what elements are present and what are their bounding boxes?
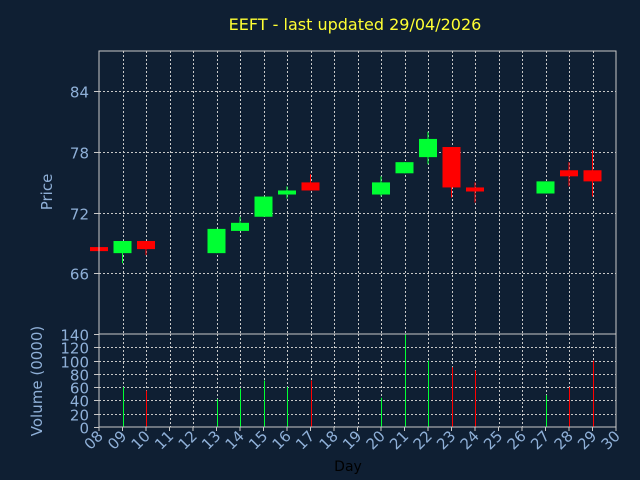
volume-tick-label: 140 — [60, 327, 89, 345]
x-axis-label: Day — [334, 459, 362, 475]
price-tick-label: 66 — [70, 266, 89, 284]
x-tick-label: 14 — [222, 427, 248, 453]
candle-body — [254, 196, 273, 217]
candle — [231, 216, 249, 231]
x-tick-label: 16 — [269, 427, 295, 453]
x-tick-label: 27 — [527, 427, 553, 453]
price-tick-label: 84 — [70, 84, 89, 102]
x-tick-label: 15 — [245, 427, 271, 453]
candle-body — [278, 190, 296, 195]
candle-body — [466, 187, 484, 192]
candle — [113, 241, 132, 264]
x-tick-label: 29 — [574, 427, 600, 453]
x-ticks: 0809101112131415161718192021222324252627… — [81, 427, 624, 453]
candle — [419, 131, 437, 165]
volume-tick-label: 40 — [70, 393, 89, 411]
candle-body — [536, 181, 555, 194]
volume-tick-label: 80 — [70, 367, 89, 385]
candle-body — [231, 222, 249, 231]
volume-tick-label: 20 — [70, 407, 89, 425]
candle — [395, 162, 414, 174]
x-tick-label: 17 — [292, 427, 318, 453]
x-tick-label: 11 — [151, 427, 177, 453]
volume-tick-label: 120 — [60, 340, 89, 358]
candle-body — [113, 241, 132, 254]
candle-body — [137, 241, 155, 250]
candle — [301, 174, 320, 191]
candle — [442, 147, 461, 198]
candle — [583, 150, 602, 197]
candle-body — [207, 228, 226, 254]
x-tick-label: 19 — [339, 427, 365, 453]
volume-tick-label: 100 — [60, 354, 89, 372]
x-tick-label: 09 — [104, 427, 130, 453]
candles — [90, 131, 602, 264]
price-tick-label: 78 — [70, 145, 89, 163]
volume-bars — [123, 334, 594, 427]
candle — [372, 176, 390, 197]
volume-tick-label: 0 — [79, 420, 89, 438]
x-tick-label: 30 — [598, 427, 624, 453]
candle-body — [442, 147, 461, 188]
x-tick-label: 13 — [198, 427, 224, 453]
candle — [207, 228, 226, 254]
x-tick-label: 24 — [457, 427, 483, 453]
candle — [560, 162, 578, 187]
candle-body — [419, 138, 437, 158]
candle — [466, 182, 484, 203]
price-tick-label: 72 — [70, 206, 89, 224]
candle-body — [301, 182, 320, 191]
candle — [536, 181, 555, 194]
candle-body — [583, 170, 602, 182]
x-tick-label: 25 — [480, 427, 506, 453]
candle — [137, 241, 155, 256]
price-axis-label: Price — [38, 174, 56, 211]
price-y-ticks: 66 72 78 84 — [70, 84, 99, 284]
candle — [278, 186, 296, 199]
x-tick-label: 21 — [386, 427, 412, 453]
volume-grid — [99, 334, 616, 427]
candle — [254, 196, 273, 217]
x-tick-label: 26 — [504, 427, 530, 453]
x-tick-label: 10 — [128, 427, 154, 453]
candle-body — [372, 182, 390, 195]
candle-body — [395, 162, 414, 174]
x-tick-label: 20 — [363, 427, 389, 453]
x-tick-label: 22 — [410, 427, 436, 453]
chart-title: EEFT - last updated 29/04/2026 — [229, 15, 482, 34]
x-tick-label: 28 — [551, 427, 577, 453]
volume-axis-label: Volume (0000) — [28, 326, 46, 436]
x-tick-label: 23 — [433, 427, 459, 453]
volume-tick-label: 60 — [70, 380, 89, 398]
x-tick-label: 12 — [175, 427, 201, 453]
x-tick-label: 18 — [316, 427, 342, 453]
candle-body — [560, 170, 578, 177]
